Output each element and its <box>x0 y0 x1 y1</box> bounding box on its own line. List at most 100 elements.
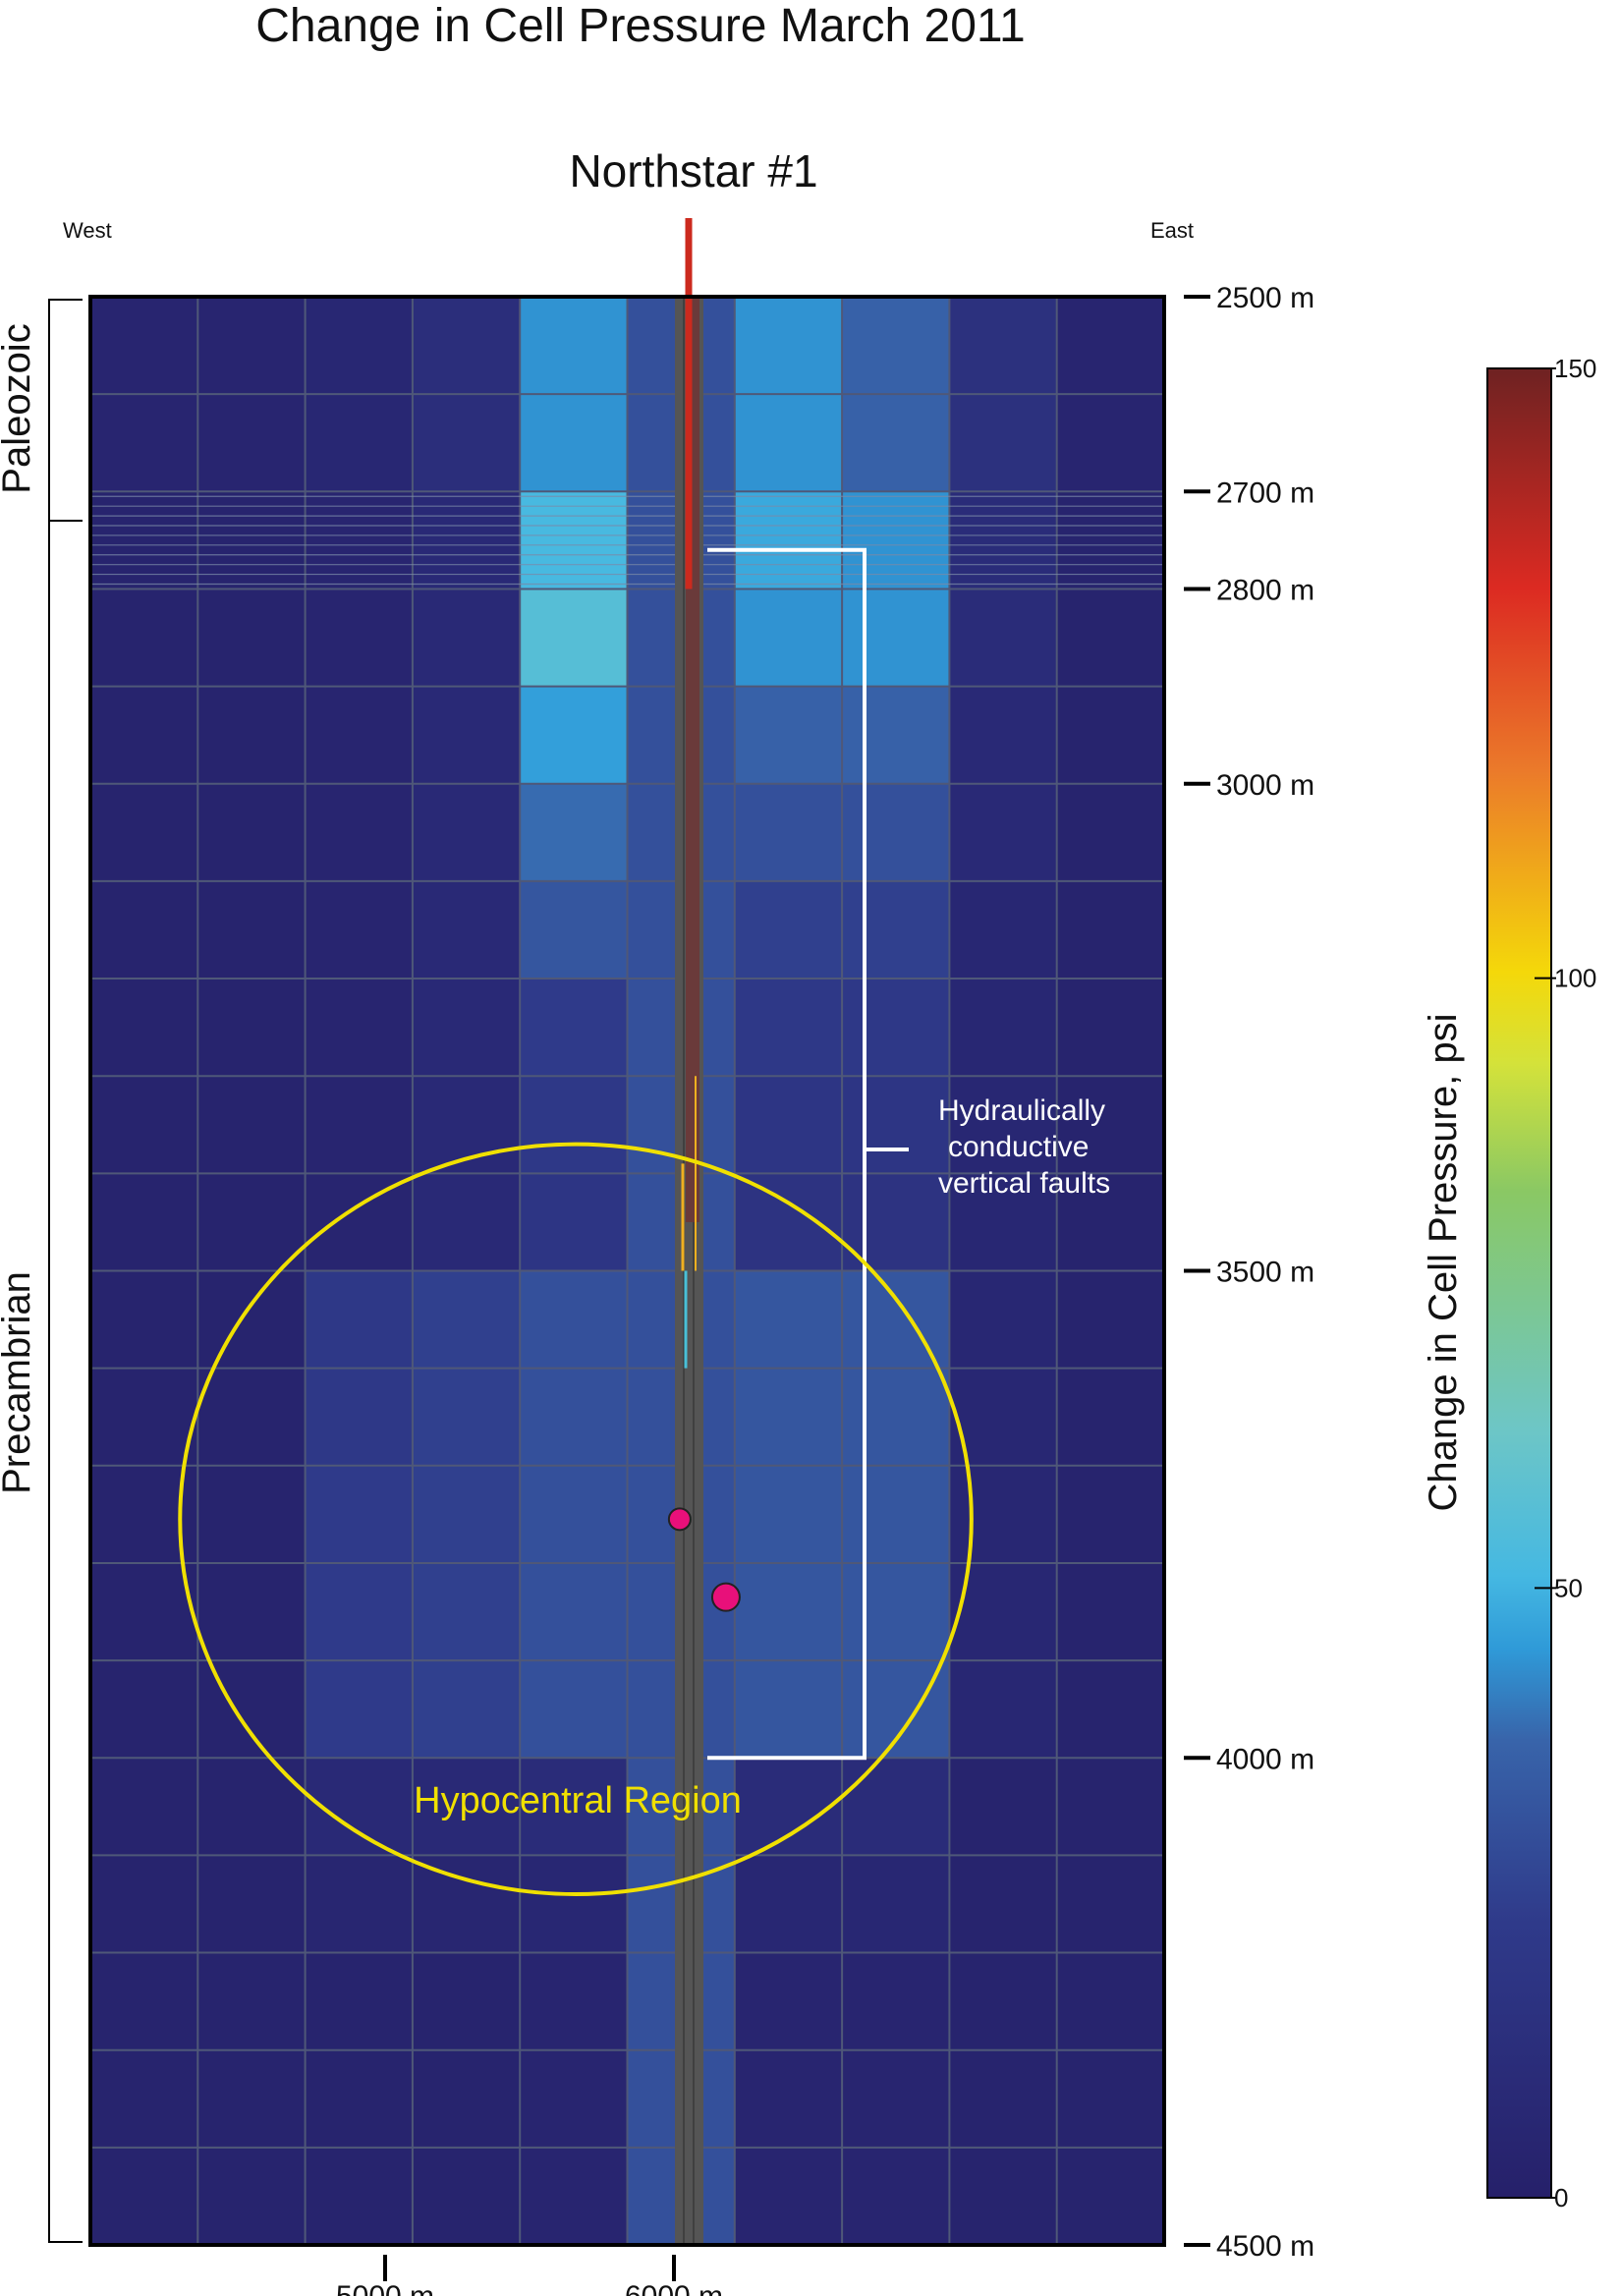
depth-tick-label-2700: 2700 m <box>1216 476 1314 509</box>
cell-r5-c8 <box>949 783 1058 882</box>
cell-r4-c6 <box>734 686 843 785</box>
cell-r2-c0 <box>90 491 198 590</box>
cell-r1-c0 <box>90 394 198 492</box>
cell-r17-c9 <box>1056 1952 1165 2051</box>
cell-r12-c6 <box>734 1465 843 1564</box>
hypocenter-2 <box>710 1582 741 1612</box>
cell-r6-c3 <box>412 880 521 980</box>
fault-label-line-1: Hydraulically <box>938 1094 1105 1127</box>
cell-r7-c9 <box>1056 979 1165 1077</box>
cell-r12-c3 <box>412 1465 521 1564</box>
cell-r5-c2 <box>305 783 414 882</box>
cell-r2-c1 <box>197 491 307 590</box>
cell-r10-c8 <box>949 1270 1058 1370</box>
cell-r19-c4 <box>520 2147 629 2246</box>
cell-r18-c6 <box>734 2049 843 2149</box>
cell-r17-c3 <box>412 1952 521 2051</box>
cell-r11-c3 <box>412 1368 521 1467</box>
depth-tick-label-4000: 4000 m <box>1216 1743 1314 1775</box>
colorbar-tick-label-100: 100 <box>1554 964 1596 993</box>
cell-r12-c7 <box>842 1465 950 1564</box>
cell-r9-c8 <box>949 1173 1058 1272</box>
cell-r13-c4 <box>520 1562 629 1661</box>
cell-r10-c9 <box>1056 1270 1165 1370</box>
cell-r6-c9 <box>1056 880 1165 980</box>
chart-title: Change in Cell Pressure March 2011 <box>255 0 1026 52</box>
cell-r6-c8 <box>949 880 1058 980</box>
cell-r7-c8 <box>949 979 1058 1077</box>
plot-frame <box>88 295 1166 2247</box>
cell-r15-c8 <box>949 1758 1058 1856</box>
cell-r3-c7 <box>842 588 950 688</box>
cell-r16-c6 <box>734 1855 843 1954</box>
cell-r14-c6 <box>734 1660 843 1759</box>
cell-r6-c0 <box>90 880 198 980</box>
formation-label-precambrian: Precambrian <box>0 1271 38 1494</box>
cell-r3-c4 <box>520 588 629 688</box>
cell-r12-c8 <box>949 1465 1058 1564</box>
cell-r4-c3 <box>412 686 521 785</box>
cell-r5-c0 <box>90 783 198 882</box>
hypocentral-region <box>178 1142 974 1897</box>
cell-r9-c1 <box>197 1173 307 1272</box>
cell-r11-c2 <box>305 1368 414 1467</box>
heatmap-cells <box>90 297 1165 2246</box>
cell-r2-c3 <box>412 491 521 590</box>
cell-r13-c3 <box>412 1562 521 1661</box>
cell-r4-c4 <box>520 686 629 785</box>
cell-r18-c4 <box>520 2049 629 2149</box>
cell-r19-c2 <box>305 2147 414 2246</box>
cell-r5-c3 <box>412 783 521 882</box>
cell-r12-c1 <box>197 1465 307 1564</box>
cell-r16-c7 <box>842 1855 950 1954</box>
cell-r3-c0 <box>90 588 198 688</box>
cell-r19-c1 <box>197 2147 307 2246</box>
cell-r7-c3 <box>412 979 521 1077</box>
cell-r2-c9 <box>1056 491 1165 590</box>
cell-r17-c0 <box>90 1952 198 2051</box>
cell-r11-c9 <box>1056 1368 1165 1467</box>
cell-r2-c2 <box>305 491 414 590</box>
well-label: Northstar #1 <box>569 145 817 196</box>
cell-r12-c2 <box>305 1465 414 1564</box>
cell-r8-c7 <box>842 1076 950 1174</box>
distance-tick-label-5000: 5000 m <box>336 2280 434 2296</box>
east-label: East <box>1150 218 1194 243</box>
depth-tick-label-3000: 3000 m <box>1216 769 1314 802</box>
cell-r1-c6 <box>734 394 843 492</box>
cell-r0-c8 <box>949 297 1058 395</box>
fault-annotation: Hydraulically conductive vertical faults <box>938 1094 1113 1200</box>
cell-r5-c4 <box>520 783 629 882</box>
cell-r19-c8 <box>949 2147 1058 2246</box>
cell-r13-c9 <box>1056 1562 1165 1661</box>
cell-r0-c0 <box>90 297 198 395</box>
cell-r0-c7 <box>842 297 950 395</box>
cell-r1-c7 <box>842 394 950 492</box>
cell-r7-c4 <box>520 979 629 1077</box>
cell-r4-c9 <box>1056 686 1165 785</box>
cell-r3-c8 <box>949 588 1058 688</box>
cell-r4-c1 <box>197 686 307 785</box>
cell-r1-c9 <box>1056 394 1165 492</box>
cell-r3-c9 <box>1056 588 1165 688</box>
cell-r1-c8 <box>949 394 1058 492</box>
cell-r16-c8 <box>949 1855 1058 1954</box>
cell-r14-c8 <box>949 1660 1058 1759</box>
cell-r10-c7 <box>842 1270 950 1370</box>
colorbar-gradient <box>1486 367 1552 2199</box>
cell-r17-c6 <box>734 1952 843 2051</box>
cell-r17-c1 <box>197 1952 307 2051</box>
cell-r3-c6 <box>734 588 843 688</box>
cell-r14-c2 <box>305 1660 414 1759</box>
cell-r7-c6 <box>734 979 843 1077</box>
cell-r7-c0 <box>90 979 198 1077</box>
cell-r15-c1 <box>197 1758 307 1856</box>
grid-lines <box>90 297 1164 2245</box>
cell-r8-c8 <box>949 1076 1058 1174</box>
west-label: West <box>63 218 112 243</box>
cell-r19-c7 <box>842 2147 950 2246</box>
cell-r0-c3 <box>412 297 521 395</box>
cell-r17-c8 <box>949 1952 1058 2051</box>
cell-r8-c4 <box>520 1076 629 1174</box>
cell-r3-c3 <box>412 588 521 688</box>
